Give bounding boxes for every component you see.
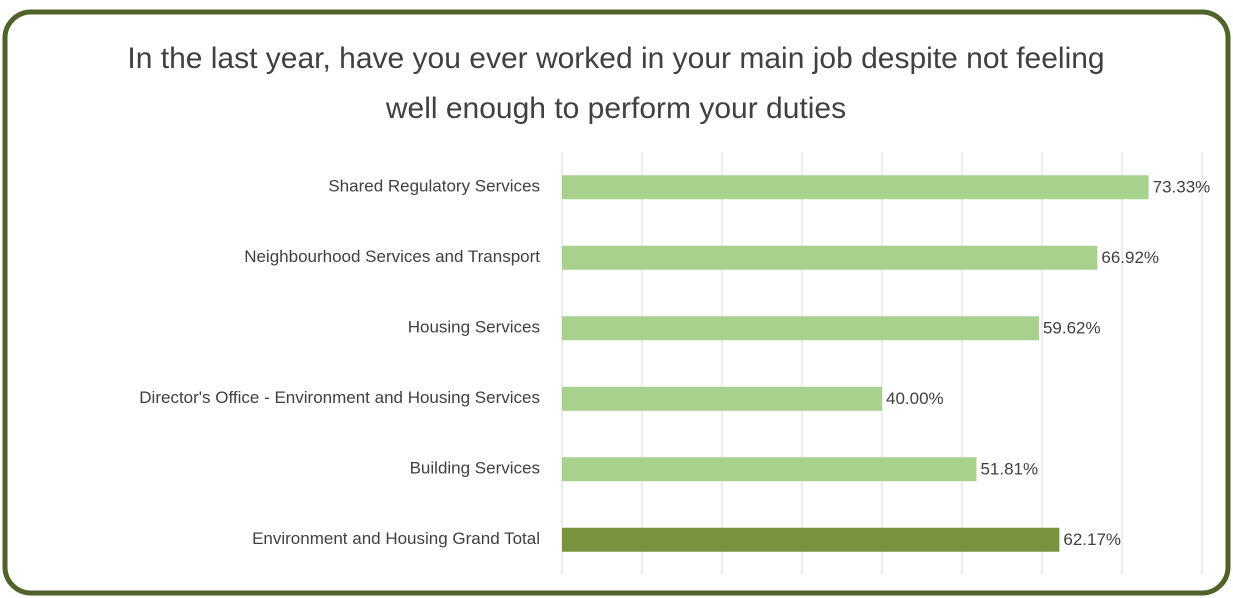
bar xyxy=(562,527,1060,552)
data-label: 62.17% xyxy=(1063,530,1121,549)
data-label: 73.33% xyxy=(1153,178,1211,197)
bar xyxy=(562,175,1149,200)
chart-title: In the last year, have you ever worked i… xyxy=(127,42,1105,125)
category-label: Neighbourhood Services and Transport xyxy=(244,247,540,266)
category-label: Environment and Housing Grand Total xyxy=(252,529,540,548)
category-label: Director's Office - Environment and Hous… xyxy=(139,388,540,407)
data-label: 51.81% xyxy=(980,460,1038,479)
bar xyxy=(562,457,977,482)
chart-border xyxy=(2,9,1231,596)
data-label: 59.62% xyxy=(1043,319,1101,338)
category-label: Shared Regulatory Services xyxy=(328,177,540,196)
category-label: Housing Services xyxy=(408,318,540,337)
bar xyxy=(562,386,882,411)
category-label: Building Services xyxy=(410,459,540,478)
data-label: 66.92% xyxy=(1101,248,1159,267)
data-label: 40.00% xyxy=(886,389,944,408)
bar xyxy=(562,316,1039,341)
bar xyxy=(562,245,1098,270)
